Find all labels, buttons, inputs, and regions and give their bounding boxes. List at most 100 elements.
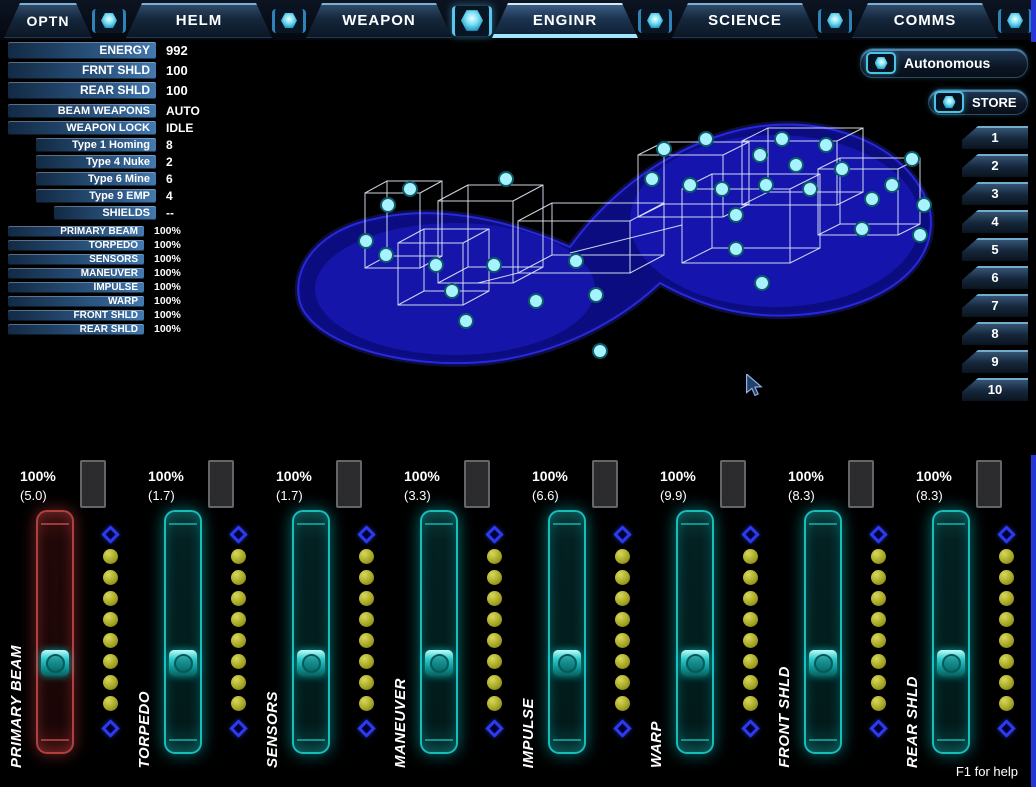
coolant-up-button[interactable] <box>612 525 632 544</box>
preset-button-9[interactable]: 9 <box>962 350 1028 373</box>
coolant-gauge[interactable] <box>336 460 362 508</box>
preset-button-7[interactable]: 7 <box>962 294 1028 317</box>
coolant-dot <box>230 675 246 690</box>
status-panel: ENERGY 992 FRNT SHLD 100 REAR SHLD 100 BEAM WE… <box>8 42 263 340</box>
coolant-dot <box>358 591 374 606</box>
coolant-up-button[interactable] <box>356 525 376 544</box>
preset-button-5[interactable]: 5 <box>962 238 1028 261</box>
coolant-down-button[interactable] <box>228 719 248 738</box>
coolant-dot <box>998 570 1014 585</box>
slider-handle[interactable] <box>937 650 965 676</box>
preset-button-2[interactable]: 2 <box>962 154 1028 177</box>
coolant-down-button[interactable] <box>740 719 760 738</box>
power-slider-torpedo[interactable] <box>164 510 202 754</box>
tab-label: HELM <box>175 12 223 29</box>
coolant-dot <box>230 549 246 564</box>
power-percent: 100% <box>148 468 184 484</box>
coolant-up-button[interactable] <box>484 525 504 544</box>
power-slider-maneuver[interactable] <box>420 510 458 754</box>
power-value: (1.7) <box>148 488 175 503</box>
slider-handle[interactable] <box>553 650 581 676</box>
system-torpedo: 100% (1.7) TORPEDO <box>132 456 260 782</box>
coolant-up-button[interactable] <box>868 525 888 544</box>
coolant-up-button[interactable] <box>996 525 1016 544</box>
coolant-down-button[interactable] <box>868 719 888 738</box>
preset-button-10[interactable]: 10 <box>962 378 1028 401</box>
preset-button-8[interactable]: 8 <box>962 322 1028 345</box>
preset-button-4[interactable]: 4 <box>962 210 1028 233</box>
status-row-rear-shld: REAR SHLD 100% <box>8 323 263 335</box>
power-slider-front-shld[interactable] <box>804 510 842 754</box>
coolant-dot <box>870 570 886 585</box>
slider-handle[interactable] <box>297 650 325 676</box>
slider-knob <box>685 653 705 673</box>
status-value: 992 <box>166 43 188 58</box>
hexagon-icon <box>461 10 483 31</box>
tab-optn[interactable]: OPTN <box>4 3 92 38</box>
slider-handle[interactable] <box>809 650 837 676</box>
slider-handle[interactable] <box>681 650 709 676</box>
coolant-up-button[interactable] <box>100 525 120 544</box>
coolant-dot <box>998 654 1014 669</box>
power-percent: 100% <box>916 468 952 484</box>
coolant-down-button[interactable] <box>356 719 376 738</box>
system-label: SENSORS <box>264 691 281 768</box>
power-value: (9.9) <box>660 488 687 503</box>
status-row-front-shld: FRONT SHLD 100% <box>8 309 263 321</box>
preset-button-6[interactable]: 6 <box>962 266 1028 289</box>
power-value: (8.3) <box>916 488 943 503</box>
coolant-down-button[interactable] <box>100 719 120 738</box>
tab-enginr[interactable]: ENGINR <box>492 3 638 38</box>
status-label: ENERGY <box>8 42 156 59</box>
coolant-column <box>482 524 506 738</box>
hexagon-icon <box>874 56 888 70</box>
store-button[interactable]: STORE <box>928 89 1028 115</box>
coolant-up-button[interactable] <box>740 525 760 544</box>
mouse-cursor <box>746 372 764 398</box>
power-slider-rear-shld[interactable] <box>932 510 970 754</box>
coolant-gauge[interactable] <box>720 460 746 508</box>
coolant-dot <box>614 675 630 690</box>
coolant-gauge[interactable] <box>464 460 490 508</box>
preset-button-3[interactable]: 3 <box>962 182 1028 205</box>
slider-knob <box>941 653 961 673</box>
coolant-dot <box>742 675 758 690</box>
coolant-down-button[interactable] <box>612 719 632 738</box>
status-label: Type 4 Nuke <box>36 155 156 169</box>
status-row-impulse: IMPULSE 100% <box>8 281 263 293</box>
coolant-up-button[interactable] <box>228 525 248 544</box>
tab-science[interactable]: SCIENCE <box>672 3 818 38</box>
slider-handle[interactable] <box>425 650 453 676</box>
coolant-dot <box>102 549 118 564</box>
coolant-column <box>226 524 250 738</box>
coolant-column <box>866 524 890 738</box>
tab-label: ENGINR <box>532 12 598 29</box>
coolant-dot <box>102 675 118 690</box>
power-slider-impulse[interactable] <box>548 510 586 754</box>
coolant-dot <box>998 675 1014 690</box>
autonomous-button[interactable]: Autonomous <box>860 48 1028 78</box>
power-slider-sensors[interactable] <box>292 510 330 754</box>
status-group: BEAM WEAPONS AUTO WEAPON LOCK IDLE Type 1 Ho… <box>8 104 263 220</box>
power-value: (8.3) <box>788 488 815 503</box>
coolant-down-button[interactable] <box>484 719 504 738</box>
power-slider-warp[interactable] <box>676 510 714 754</box>
coolant-dot <box>742 591 758 606</box>
tab-helm[interactable]: HELM <box>126 3 272 38</box>
slider-knob <box>813 653 833 673</box>
status-value: 100 <box>166 83 188 98</box>
slider-handle[interactable] <box>169 650 197 676</box>
coolant-gauge[interactable] <box>848 460 874 508</box>
coolant-gauge[interactable] <box>592 460 618 508</box>
preset-button-1[interactable]: 1 <box>962 126 1028 149</box>
tab-weapon[interactable]: WEAPON <box>306 3 452 38</box>
power-slider-primary-beam[interactable] <box>36 510 74 754</box>
coolant-gauge[interactable] <box>80 460 106 508</box>
coolant-gauge[interactable] <box>976 460 1002 508</box>
tab-comms[interactable]: COMMS <box>852 3 998 38</box>
ship-viewer[interactable] <box>270 88 960 418</box>
slider-handle[interactable] <box>41 650 69 676</box>
coolant-gauge[interactable] <box>208 460 234 508</box>
power-percent: 100% <box>788 468 824 484</box>
coolant-down-button[interactable] <box>996 719 1016 738</box>
